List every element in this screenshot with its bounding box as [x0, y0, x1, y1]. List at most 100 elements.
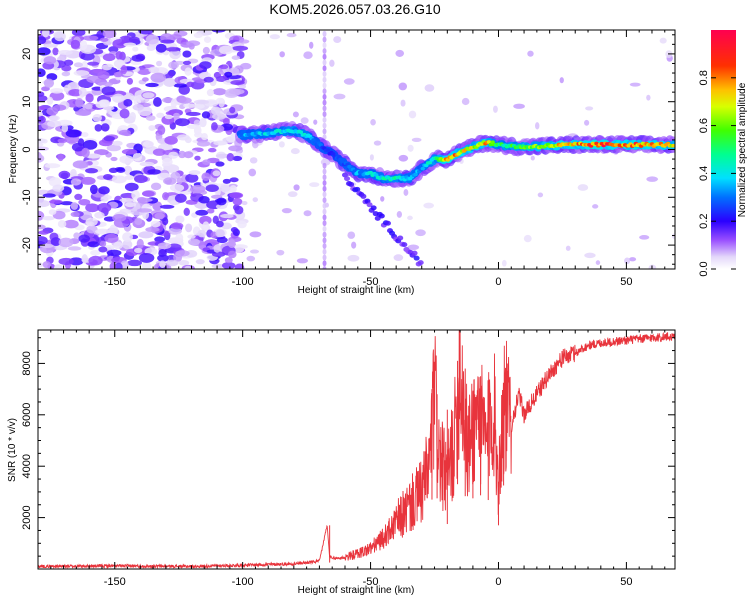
noise-cell	[94, 211, 105, 219]
noise-cell	[210, 194, 223, 199]
noise-cell	[94, 149, 109, 156]
noise-cell	[229, 185, 237, 193]
noise-cell	[128, 36, 140, 43]
x-tick-label: 0	[495, 276, 501, 288]
ridge-core	[347, 164, 352, 169]
noise-cell	[137, 68, 152, 75]
noise-cell	[164, 135, 178, 145]
noise-cell	[184, 265, 192, 269]
noise-cell	[182, 50, 192, 58]
noise-cell	[78, 234, 90, 243]
noise-cell	[80, 52, 95, 61]
noise-cell	[46, 96, 54, 105]
noise-cell	[584, 252, 596, 259]
noise-cell	[113, 241, 123, 250]
noise-cell	[80, 176, 96, 185]
noise-cell	[226, 152, 235, 162]
ridge-core	[420, 166, 425, 171]
noise-cell	[160, 39, 175, 44]
streak-cell	[322, 202, 327, 209]
noise-cell	[68, 88, 83, 97]
noise-cell	[38, 230, 50, 235]
noise-cell	[248, 168, 257, 177]
noise-cell	[103, 30, 117, 39]
colorbar-tick-label: 0.8	[698, 70, 710, 85]
noise-cell	[159, 204, 175, 209]
noise-cell	[157, 125, 166, 135]
noise-cell	[81, 254, 88, 264]
noise-cell	[286, 32, 297, 38]
noise-cell	[111, 175, 127, 184]
noise-cell	[233, 204, 240, 211]
noise-cell	[71, 142, 85, 152]
noise-cell	[232, 45, 249, 51]
noise-cell	[206, 89, 215, 97]
noise-cell	[184, 136, 192, 144]
noise-cell	[403, 188, 409, 196]
noise-cell	[99, 240, 107, 247]
noise-cell	[106, 144, 122, 152]
streak-cell	[322, 70, 327, 77]
noise-cell	[150, 220, 161, 228]
noise-cell	[119, 155, 134, 164]
noise-cell	[168, 151, 179, 159]
x-tick-label: -50	[363, 276, 379, 288]
noise-cell	[168, 61, 179, 69]
noise-cell	[70, 178, 82, 186]
noise-cell	[154, 212, 165, 220]
noise-cell	[114, 262, 123, 269]
streak-cell	[322, 220, 327, 227]
noise-cell	[148, 66, 160, 74]
noise-cell	[424, 84, 435, 92]
noise-cell	[195, 259, 205, 265]
noise-cell	[75, 98, 84, 108]
noise-cell	[238, 39, 250, 44]
streak-cell	[322, 243, 327, 250]
noise-cell	[197, 229, 207, 238]
noise-cell	[113, 71, 123, 78]
noise-cell	[95, 228, 111, 235]
noise-cell	[241, 200, 248, 206]
noise-cell	[86, 225, 98, 234]
noise-cell	[38, 137, 46, 144]
noise-cell	[42, 261, 51, 269]
noise-cell	[199, 61, 212, 69]
colorbar-gradient	[711, 30, 736, 269]
streak-cell	[322, 197, 327, 204]
snr-x-ticks: -150 -100 -50 0 50	[50, 330, 666, 588]
noise-cell	[199, 215, 212, 225]
noise-cell	[184, 67, 192, 76]
noise-cell	[407, 144, 414, 152]
noise-cell	[196, 140, 211, 147]
noise-cell	[216, 237, 228, 244]
noise-cell	[157, 254, 169, 262]
streak-cell	[322, 76, 327, 83]
noise-cell	[170, 222, 184, 230]
noise-cell	[287, 191, 298, 198]
noise-cell	[145, 82, 159, 88]
noise-cell	[169, 200, 179, 206]
noise-cell	[81, 132, 89, 138]
streak-cell	[322, 248, 327, 255]
noise-cell	[126, 77, 134, 85]
noise-cell	[74, 193, 83, 201]
branch-cell	[417, 260, 424, 266]
streak-cell	[322, 237, 327, 244]
noise-cell	[103, 135, 116, 142]
noise-cell	[129, 111, 136, 122]
x-tick-label: 0	[495, 576, 501, 588]
noise-cell	[120, 64, 128, 75]
noise-cell	[67, 246, 82, 251]
y-tick-label: 4000	[21, 454, 33, 478]
ridge-core	[427, 160, 433, 165]
branch-cell	[413, 255, 420, 261]
noise-cell	[115, 51, 123, 60]
noise-cell	[65, 129, 82, 138]
noise-cell	[369, 154, 374, 161]
noise-cell	[415, 229, 426, 237]
noise-cell	[38, 262, 44, 268]
noise-cell	[83, 139, 98, 150]
noise-cell	[629, 82, 641, 87]
noise-cell	[224, 71, 233, 78]
noise-cell	[46, 107, 59, 116]
